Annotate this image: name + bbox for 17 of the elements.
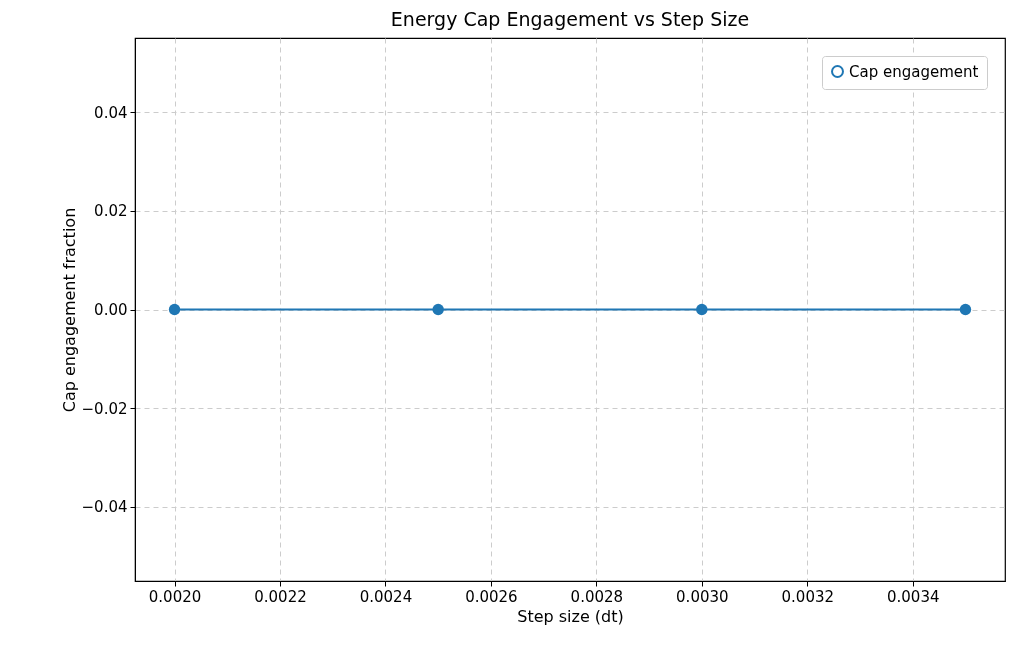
x-tick-label: 0.0030 [676,587,729,606]
y-tick-label: 0.04 [94,103,128,122]
x-axis-title: Step size (dt) [517,606,624,626]
legend-label: Cap engagement [849,62,979,81]
y-tick-label: −0.04 [81,498,128,517]
y-tick-label: −0.02 [81,399,128,418]
y-tick-label: 0.00 [94,301,128,319]
chart-title: Energy Cap Engagement vs Step Size [390,8,750,30]
x-tick-label: 0.0022 [254,587,307,606]
y-axis-title: Cap engagement fraction [59,207,79,413]
x-tick-label: 0.0034 [886,587,940,606]
x-tick-label: 0.0032 [781,587,835,606]
x-tick-label: 0.0024 [359,587,413,606]
x-tick-label: 0.0028 [570,587,624,606]
x-tick-label: 0.0020 [148,587,202,606]
x-tick-label: 0.0026 [465,587,518,606]
y-tick-label: 0.02 [94,202,128,221]
